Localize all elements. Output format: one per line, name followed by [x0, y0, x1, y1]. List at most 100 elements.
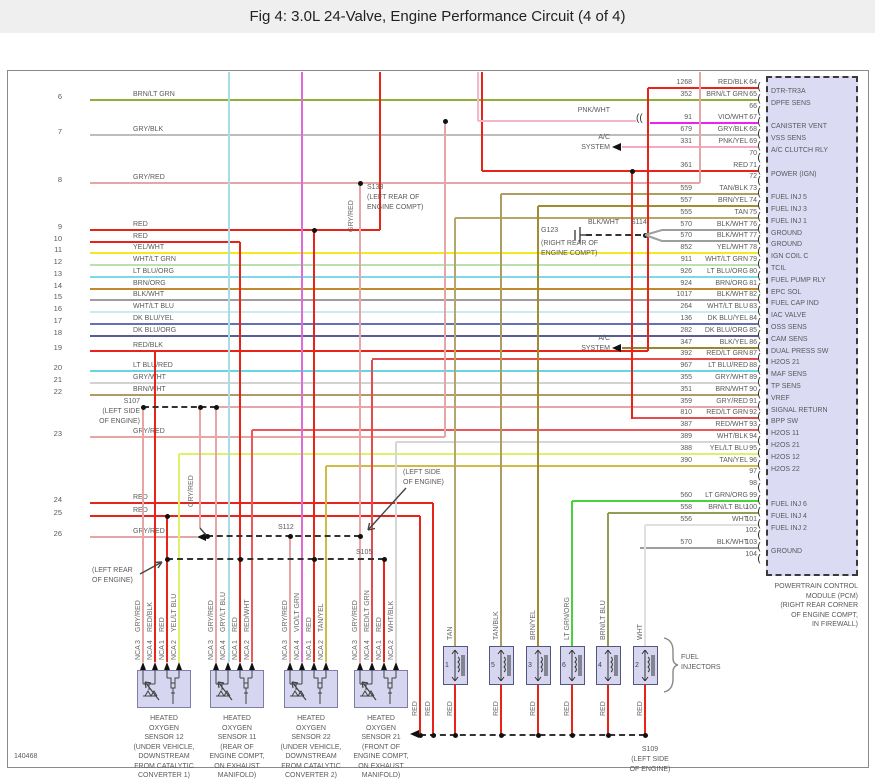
splice-s112-label: S112 [278, 524, 294, 531]
pcm-pin-number: 74 [749, 197, 757, 204]
pcm-pin-bracket: ( [757, 210, 762, 223]
wire-color-label: RED [133, 233, 148, 240]
circuit-number: 389 [680, 433, 692, 440]
pin-arrow [381, 662, 387, 670]
wire-gry/red [142, 407, 144, 662]
wire-red/wht [252, 429, 758, 431]
wire-gry/blk [90, 134, 758, 136]
wire-wht/blk [395, 442, 397, 662]
wire-vio/wht [650, 122, 758, 124]
pcm-pin-number: 70 [749, 150, 757, 157]
wire-color-label: LT BLU/ORG [133, 268, 174, 275]
splice-s114-label: S114 [631, 219, 647, 226]
pcm-pin-number: 89 [749, 374, 757, 381]
pcm-pin-number: 69 [749, 138, 757, 145]
document-number: 140468 [14, 753, 38, 760]
left-wire-number: 13 [53, 269, 62, 278]
pin-arrow [237, 662, 243, 670]
splice-s133-label: (LEFT REAR OF [367, 194, 420, 201]
pcm-pin-number: 93 [749, 421, 757, 428]
pcm-pin-number: 71 [749, 162, 757, 169]
wire-red [239, 242, 241, 662]
pin-arrow [287, 662, 293, 670]
left-wire-number: 16 [53, 304, 62, 313]
wire-wht/blk [396, 441, 758, 443]
wire-color-label: DK BLU/ORG [704, 327, 748, 334]
pcm-pin-function: SIGNAL RETURN [771, 407, 828, 414]
pcm-pin-number: 67 [749, 114, 757, 121]
pcm-pin-function: H2OS 22 [771, 466, 800, 473]
ac-system-label: SYSTEM [581, 345, 610, 352]
wire-color-label: BRN/WHT [715, 386, 748, 393]
injector-number: 5 [491, 662, 495, 669]
wire-color-label: BLK/WHT [588, 219, 620, 226]
circuit-number: 91 [684, 114, 692, 121]
pcm-pin-number: 78 [749, 244, 757, 251]
pin-arrow [225, 662, 231, 670]
pcm-pin-number: 88 [749, 362, 757, 369]
pcm-pin-bracket: ( [757, 245, 762, 258]
pcm-pin-bracket: ( [757, 139, 762, 152]
left-wire-number: 14 [53, 281, 62, 290]
page-title: Fig 4: 3.0L 24-Valve, Engine Performance… [249, 8, 626, 25]
location-annotation: OF ENGINE) [403, 479, 444, 486]
pcm-pin-bracket: ( [757, 186, 762, 199]
injector-coil-symbol [641, 649, 655, 682]
circuit-number: 924 [680, 280, 692, 287]
wire-red [383, 559, 385, 662]
sensor-caption: FROM CATALYTIC [281, 762, 341, 770]
pcm-pin-function: EPC SOL [771, 289, 802, 296]
wire-wht/lt grn [90, 264, 758, 266]
wire-red [90, 515, 420, 517]
pin-arrow [213, 662, 219, 670]
pcm-pin-number: 91 [749, 398, 757, 405]
wire-color-label: LT BLU/ORG [707, 268, 748, 275]
wire-gry/red [199, 407, 201, 528]
circuit-number: 679 [680, 126, 692, 133]
pcm-pin-function: CANISTER VENT [771, 123, 828, 130]
sensor-caption: HEATED [367, 715, 395, 722]
pcm-pin-bracket: ( [757, 493, 762, 506]
pcm-pin-function: GROUND [771, 548, 803, 555]
wire-color-label: BLK/WHT [133, 291, 165, 298]
sensor-caption: ON EXHAUST [358, 762, 404, 770]
splice-dot [197, 404, 203, 410]
pin-arrow [311, 662, 317, 670]
oxygen-sensor-box [354, 670, 408, 708]
wire-brn/yel [537, 206, 539, 646]
pcm-pin-bracket: ( [757, 505, 762, 518]
pcm-pin-number: 73 [749, 185, 757, 192]
pcm-pin-bracket: ( [757, 174, 762, 187]
injector-number: 3 [528, 662, 532, 669]
circuit-number: 1268 [676, 79, 692, 86]
left-wire-number: 22 [53, 387, 62, 396]
left-wire-number: 21 [53, 375, 62, 384]
wire-color-label: RED/BLK [718, 79, 748, 86]
left-wire-number: 11 [54, 245, 62, 254]
wire-vio/lt grn [301, 72, 303, 662]
pcm-pin-function: FUEL INJ 1 [771, 218, 807, 225]
pcm-pin-number: 85 [749, 327, 757, 334]
wire-color-label: WHT/LT BLU [707, 303, 748, 310]
pcm-pin-bracket: ( [757, 233, 762, 246]
location-annotation: (LEFT REAR [92, 567, 133, 574]
wire-color-label: RED [733, 162, 748, 169]
pin-arrow [176, 662, 182, 670]
wire-color-label: BLK/WHT [716, 539, 748, 546]
wire-red/blk [648, 87, 758, 89]
pcm-pin-bracket: ( [757, 528, 762, 541]
circuit-number: 556 [680, 516, 692, 523]
pcm-pin-bracket: ( [757, 80, 762, 93]
wire-lt blu/red [90, 370, 758, 372]
pcm-pin-function: H2OS 21 [771, 442, 800, 449]
circuit-number: 387 [680, 421, 692, 428]
circuit-number: 136 [680, 315, 692, 322]
circuit-number: 852 [680, 244, 692, 251]
splice-dot [357, 533, 363, 539]
pcm-pin-function: H2OS 11 [771, 430, 800, 437]
splice-s109-label: (LEFT SIDE [631, 756, 669, 763]
wire-color-label: GRY/RED [133, 428, 165, 435]
ground-g123-location: ENGINE COMPT) [541, 250, 598, 257]
left-wire-number: 19 [53, 343, 62, 352]
pcm-pin-number: 100 [745, 504, 757, 511]
